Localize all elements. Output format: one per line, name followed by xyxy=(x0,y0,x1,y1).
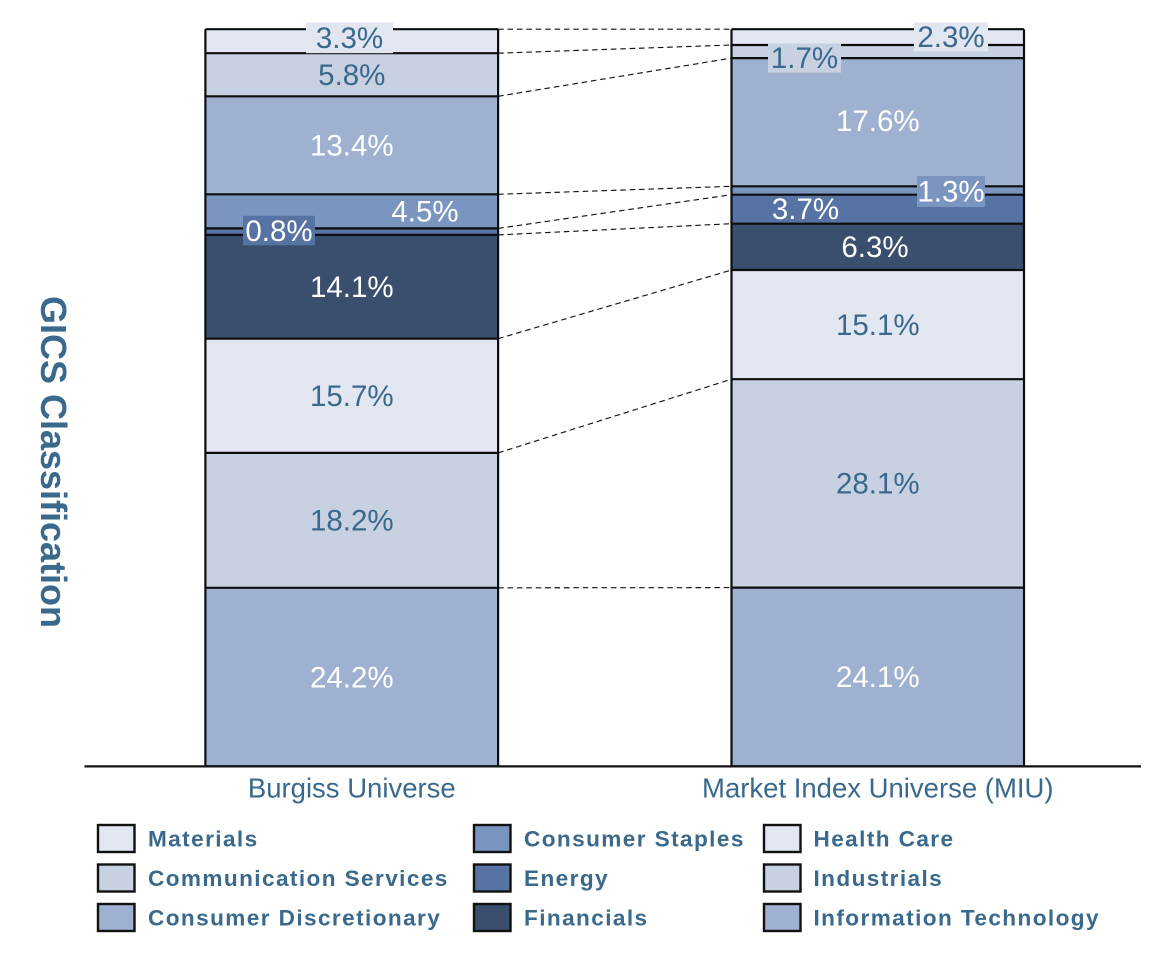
svg-text:2.3%: 2.3% xyxy=(917,21,984,54)
svg-text:24.2%: 24.2% xyxy=(310,661,394,694)
svg-text:0.8%: 0.8% xyxy=(245,215,312,248)
svg-text:Communication Services: Communication Services xyxy=(148,866,449,891)
svg-text:Market Index Universe (MIU): Market Index Universe (MIU) xyxy=(702,773,1053,804)
svg-text:1.7%: 1.7% xyxy=(771,42,838,75)
svg-text:18.2%: 18.2% xyxy=(310,505,394,538)
svg-text:5.8%: 5.8% xyxy=(318,59,385,92)
svg-text:3.7%: 3.7% xyxy=(772,193,839,226)
svg-text:4.5%: 4.5% xyxy=(391,196,458,229)
svg-text:6.3%: 6.3% xyxy=(841,231,908,264)
svg-text:Consumer Discretionary: Consumer Discretionary xyxy=(148,905,441,930)
svg-text:14.1%: 14.1% xyxy=(310,271,394,304)
svg-text:28.1%: 28.1% xyxy=(836,468,920,501)
svg-text:1.3%: 1.3% xyxy=(917,176,984,209)
svg-text:Financials: Financials xyxy=(524,905,649,930)
svg-text:Health Care: Health Care xyxy=(814,826,955,851)
svg-text:Energy: Energy xyxy=(524,866,609,891)
svg-text:Materials: Materials xyxy=(148,826,259,851)
svg-text:Burgiss Universe: Burgiss Universe xyxy=(248,773,456,804)
svg-text:15.7%: 15.7% xyxy=(310,380,394,413)
svg-text:17.6%: 17.6% xyxy=(836,105,920,138)
svg-text:Information Technology: Information Technology xyxy=(814,905,1100,930)
svg-text:3.3%: 3.3% xyxy=(316,22,383,55)
svg-text:13.4%: 13.4% xyxy=(310,130,394,163)
svg-text:15.1%: 15.1% xyxy=(836,309,920,342)
svg-text:Industrials: Industrials xyxy=(814,866,944,891)
svg-text:24.1%: 24.1% xyxy=(836,661,920,694)
svg-text:GICS Classification: GICS Classification xyxy=(33,296,74,628)
svg-text:Consumer Staples: Consumer Staples xyxy=(524,826,745,851)
